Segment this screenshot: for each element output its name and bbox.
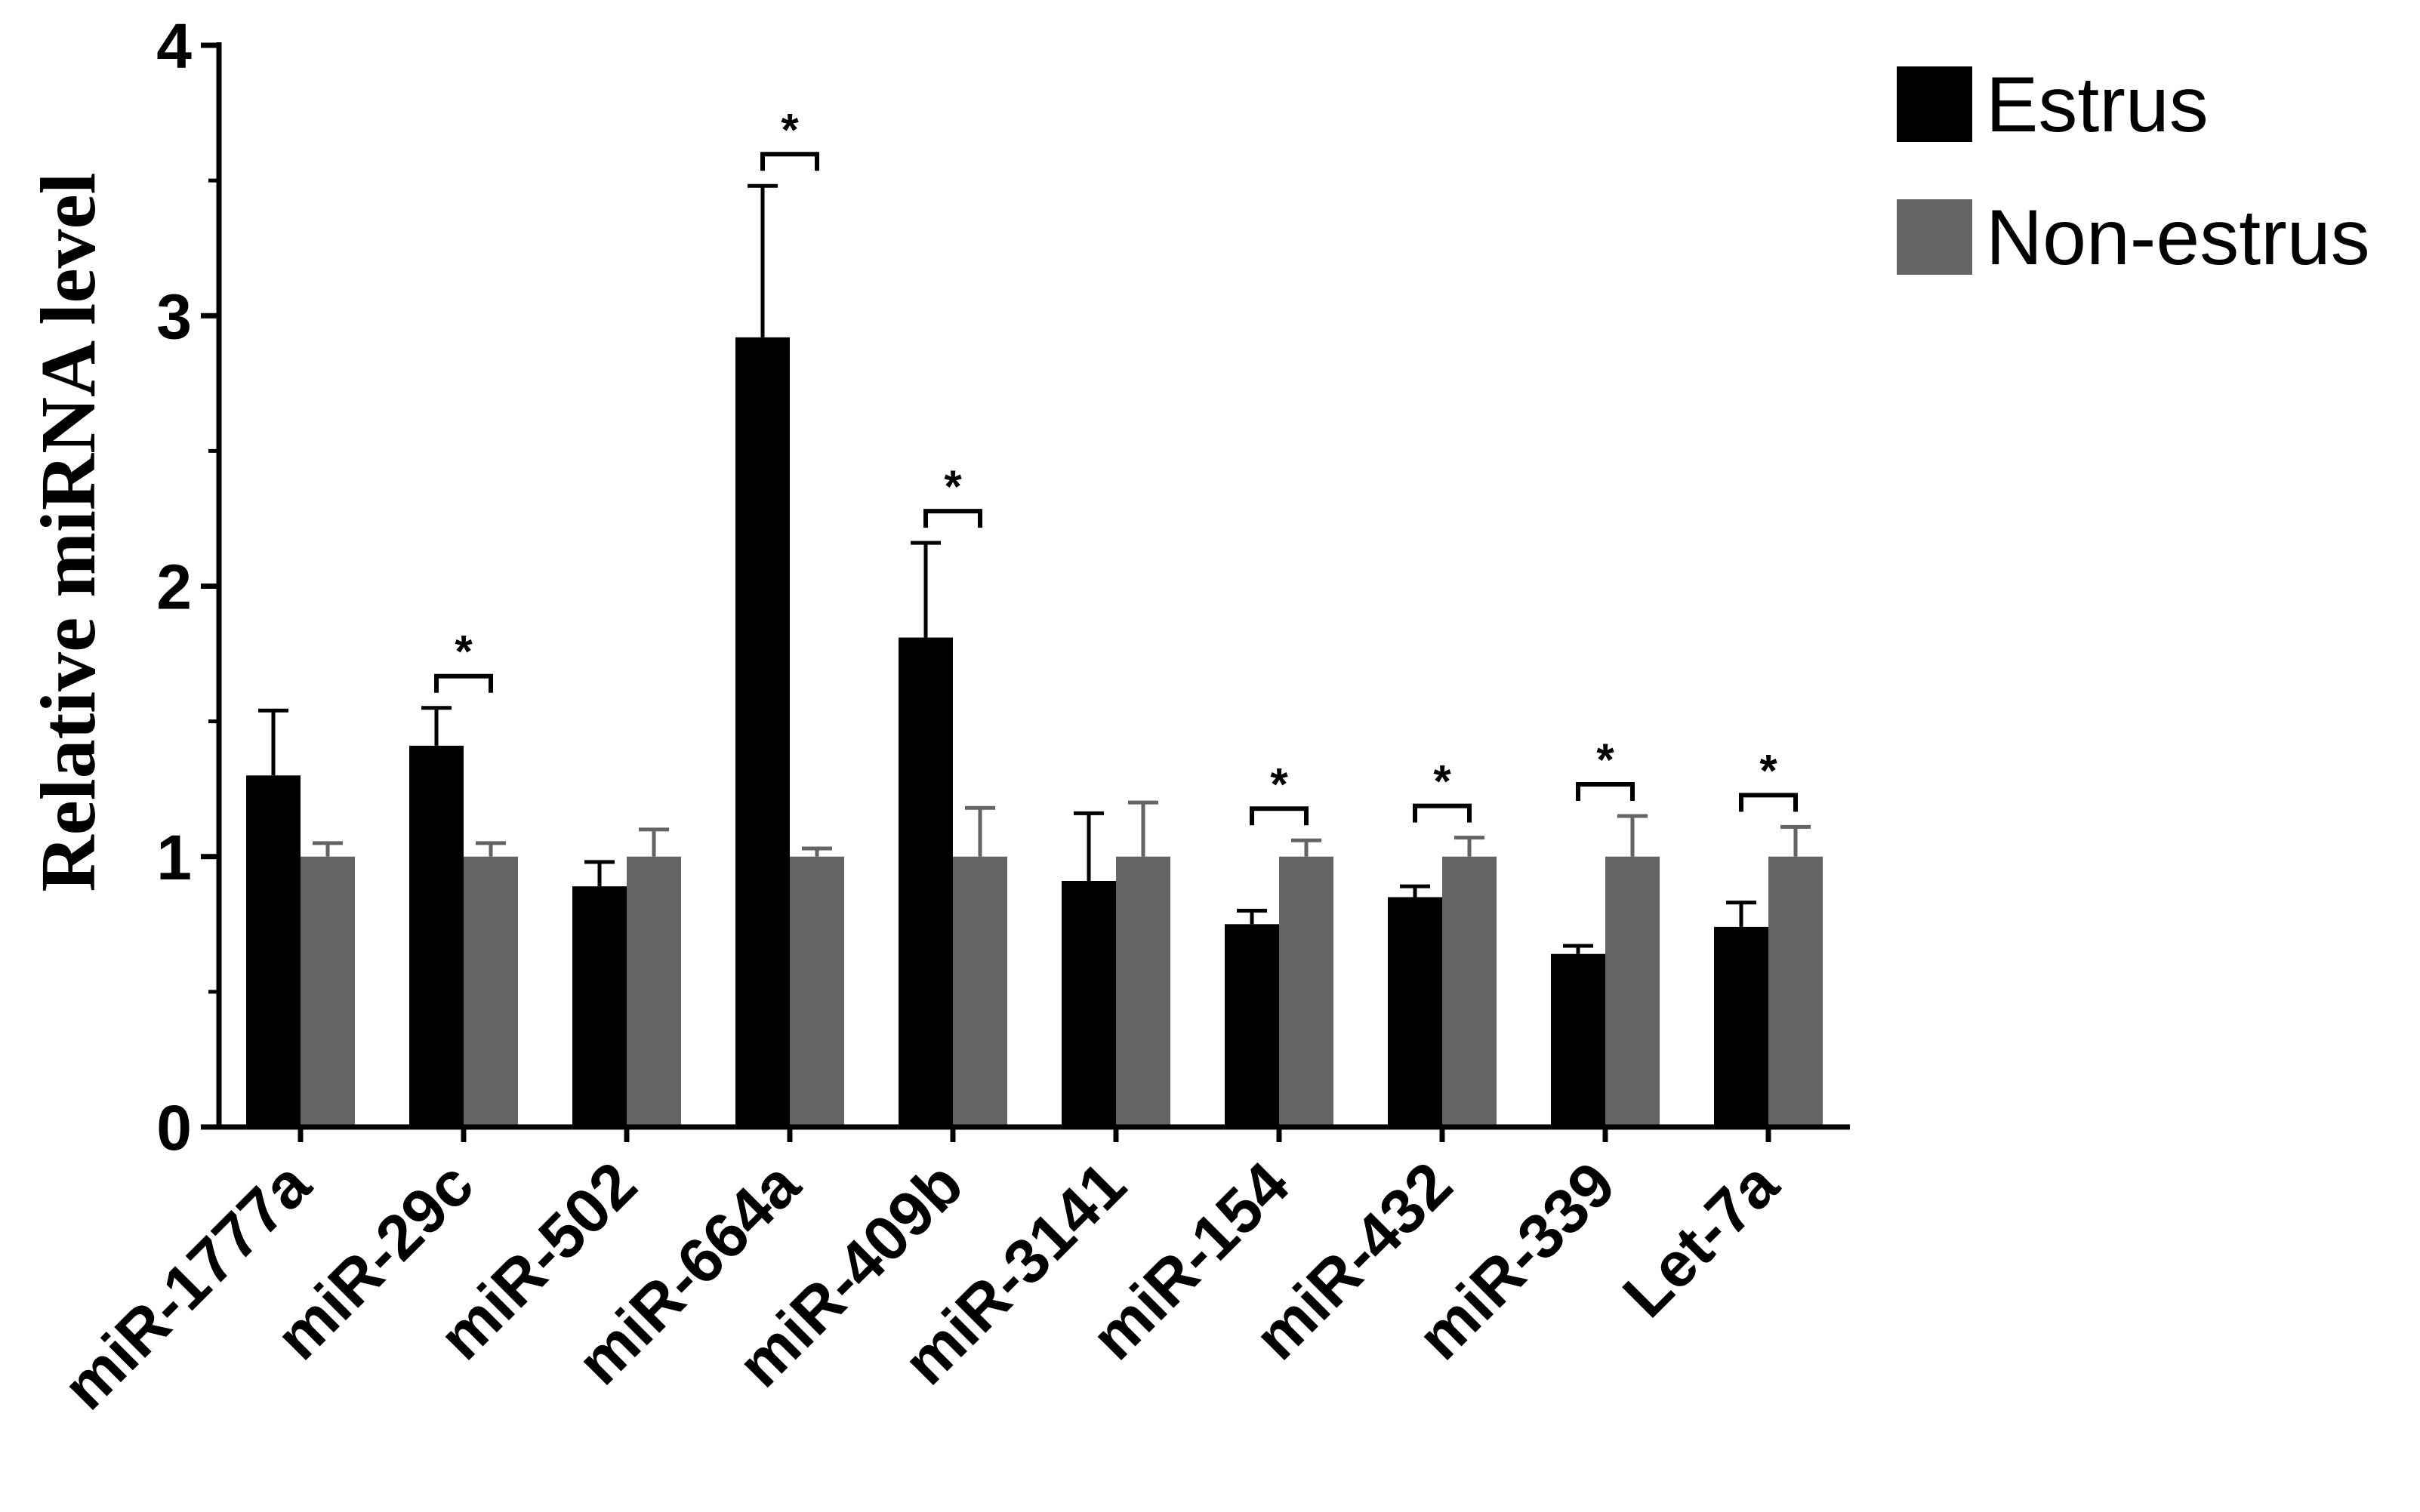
bar-non-estrus-8	[1605, 856, 1660, 1127]
bar-estrus-2	[572, 886, 627, 1127]
significance-star-7: *	[1433, 756, 1451, 807]
bar-estrus-5	[1062, 880, 1116, 1127]
legend-swatch-non-estrus	[1897, 199, 1972, 275]
bar-estrus-4	[899, 637, 953, 1127]
bar-non-estrus-7	[1442, 856, 1497, 1127]
significance-star-4: *	[944, 461, 962, 512]
bar-non-estrus-3	[790, 856, 844, 1127]
y-tick-label: 0	[156, 1092, 192, 1163]
significance-star-8: *	[1596, 734, 1614, 785]
bar-non-estrus-2	[627, 856, 681, 1127]
legend: Estrus Non-estrus	[1897, 61, 2370, 282]
legend-swatch-estrus	[1897, 66, 1972, 142]
legend-label-non-estrus: Non-estrus	[1986, 194, 2370, 282]
significance-bracket-3	[760, 152, 819, 171]
y-axis-label: Relative miRNA level	[25, 172, 112, 891]
significance-star-3: *	[781, 104, 799, 155]
significance-star-9: *	[1759, 745, 1777, 796]
bar-estrus-3	[735, 337, 790, 1127]
bar-non-estrus-9	[1768, 856, 1823, 1127]
y-tick-label: 4	[156, 11, 192, 82]
bar-non-estrus-6	[1279, 856, 1333, 1127]
bar-estrus-9	[1714, 926, 1768, 1127]
x-tick-label: Let-7a	[1609, 1147, 1792, 1330]
bars-layer	[246, 337, 1823, 1127]
bar-non-estrus-4	[953, 856, 1007, 1127]
bar-non-estrus-1	[464, 856, 518, 1127]
bar-estrus-7	[1388, 897, 1442, 1127]
significance-bracket-9	[1739, 793, 1798, 812]
error-bars-layer	[258, 183, 1811, 954]
bar-estrus-0	[246, 775, 301, 1127]
bar-estrus-8	[1551, 953, 1605, 1127]
y-tick-label: 1	[156, 822, 192, 893]
significance-bracket-7	[1413, 803, 1472, 823]
y-tick-label: 3	[156, 281, 192, 352]
significance-bracket-6	[1250, 806, 1309, 826]
bar-non-estrus-5	[1116, 856, 1170, 1127]
x-tick-label: miR-1777a	[49, 1147, 325, 1423]
y-tick-label: 2	[156, 552, 192, 623]
bar-estrus-1	[409, 745, 464, 1127]
significance-bracket-8	[1576, 782, 1635, 802]
significance-star-1: *	[455, 627, 473, 677]
bar-estrus-6	[1225, 924, 1279, 1127]
legend-label-estrus: Estrus	[1986, 61, 2209, 149]
significance-layer: * * * * * * *	[434, 104, 1798, 826]
significance-bracket-4	[923, 509, 982, 528]
bar-non-estrus-0	[301, 856, 355, 1127]
significance-bracket-1	[434, 673, 493, 693]
significance-star-6: *	[1270, 759, 1288, 809]
